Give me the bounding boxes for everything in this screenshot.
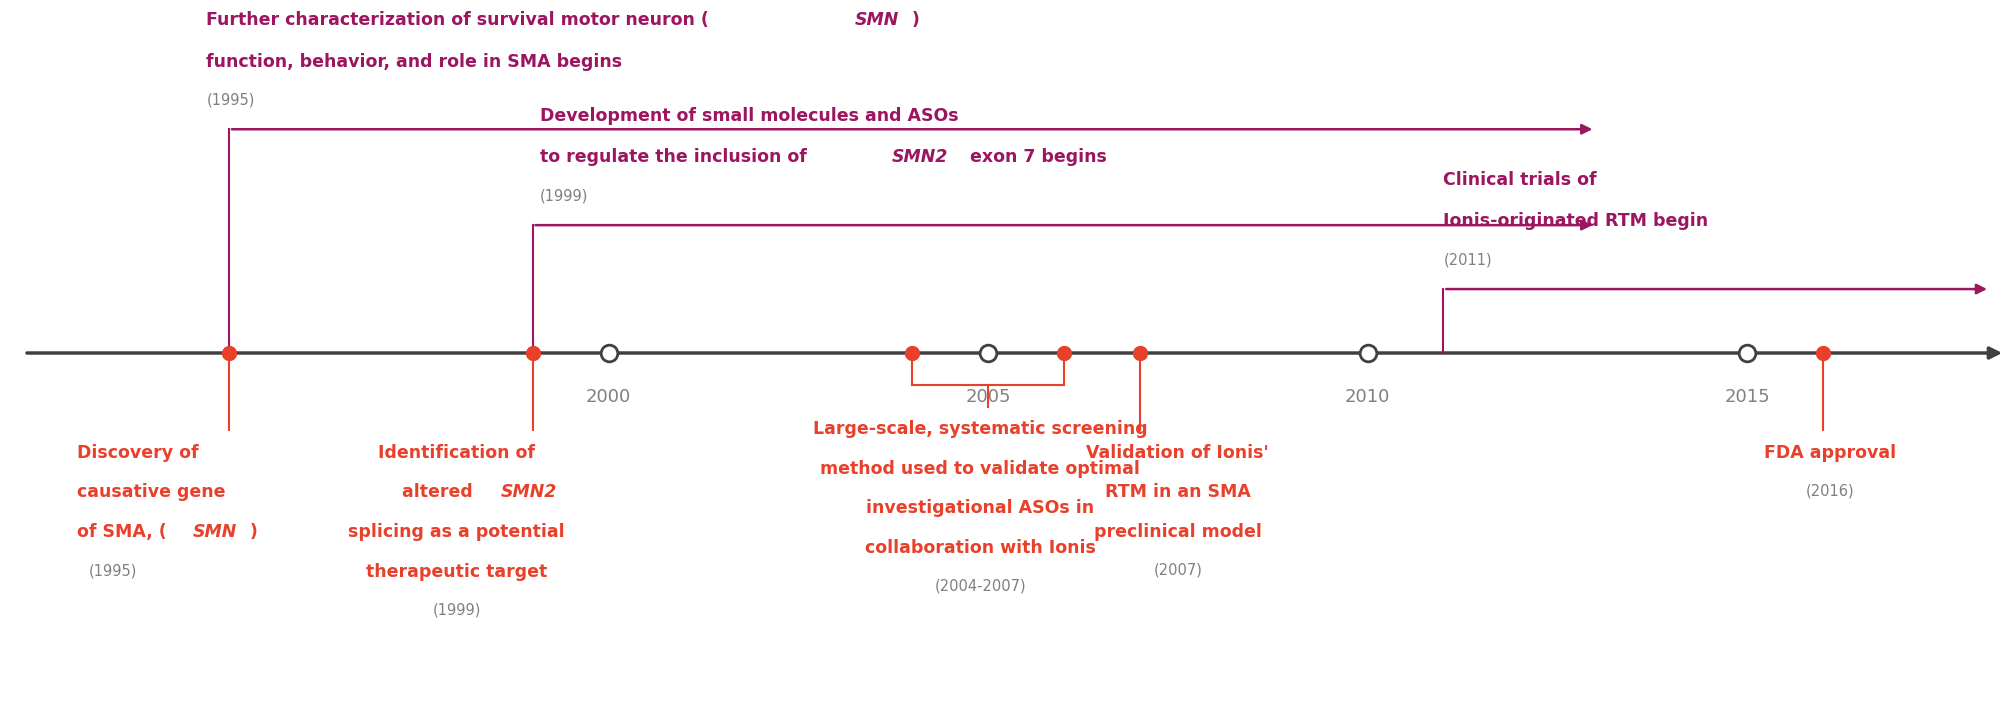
Text: preclinical model: preclinical model: [1094, 523, 1261, 541]
Text: 2000: 2000: [586, 388, 630, 406]
Text: ): ): [250, 523, 258, 541]
Text: splicing as a potential: splicing as a potential: [348, 523, 566, 541]
Text: SMN2: SMN2: [501, 484, 558, 501]
Text: Further characterization of survival motor neuron (: Further characterization of survival mot…: [205, 11, 709, 29]
Text: function, behavior, and role in SMA begins: function, behavior, and role in SMA begi…: [205, 52, 622, 71]
Text: collaboration with Ionis: collaboration with Ionis: [864, 539, 1096, 557]
Text: therapeutic target: therapeutic target: [367, 563, 548, 581]
Text: ): ): [910, 11, 918, 29]
Text: (2004-2007): (2004-2007): [934, 579, 1027, 594]
Text: altered: altered: [403, 484, 479, 501]
Text: exon 7 begins: exon 7 begins: [965, 148, 1108, 167]
Text: Ionis-originated RTM begin: Ionis-originated RTM begin: [1444, 213, 1708, 230]
Text: investigational ASOs in: investigational ASOs in: [866, 499, 1094, 517]
Text: (2007): (2007): [1154, 563, 1202, 578]
Text: 2010: 2010: [1345, 388, 1390, 406]
Text: (1995): (1995): [89, 564, 137, 579]
Text: (1999): (1999): [540, 189, 588, 204]
Text: Clinical trials of: Clinical trials of: [1444, 171, 1597, 189]
Text: RTM in an SMA: RTM in an SMA: [1106, 484, 1251, 501]
Text: FDA approval: FDA approval: [1764, 444, 1897, 462]
Text: Development of small molecules and ASOs: Development of small molecules and ASOs: [540, 107, 959, 125]
Text: of SMA, (: of SMA, (: [77, 523, 167, 541]
Text: (1999): (1999): [433, 602, 481, 617]
Text: causative gene: causative gene: [77, 484, 226, 501]
Text: SMN: SMN: [193, 523, 238, 541]
Text: SMN2: SMN2: [892, 148, 949, 167]
Text: SMN: SMN: [854, 11, 898, 29]
Text: (1995): (1995): [205, 92, 254, 108]
Text: Large-scale, systematic screening: Large-scale, systematic screening: [814, 420, 1148, 438]
Text: (2011): (2011): [1444, 253, 1492, 268]
Text: method used to validate optimal: method used to validate optimal: [820, 460, 1140, 478]
Text: 2005: 2005: [965, 388, 1011, 406]
Text: Validation of Ionis': Validation of Ionis': [1086, 444, 1269, 462]
Text: Discovery of: Discovery of: [77, 444, 199, 462]
Text: to regulate the inclusion of: to regulate the inclusion of: [540, 148, 814, 167]
Text: Identification of: Identification of: [379, 444, 536, 462]
Text: (2016): (2016): [1807, 484, 1855, 498]
Text: 2015: 2015: [1724, 388, 1770, 406]
